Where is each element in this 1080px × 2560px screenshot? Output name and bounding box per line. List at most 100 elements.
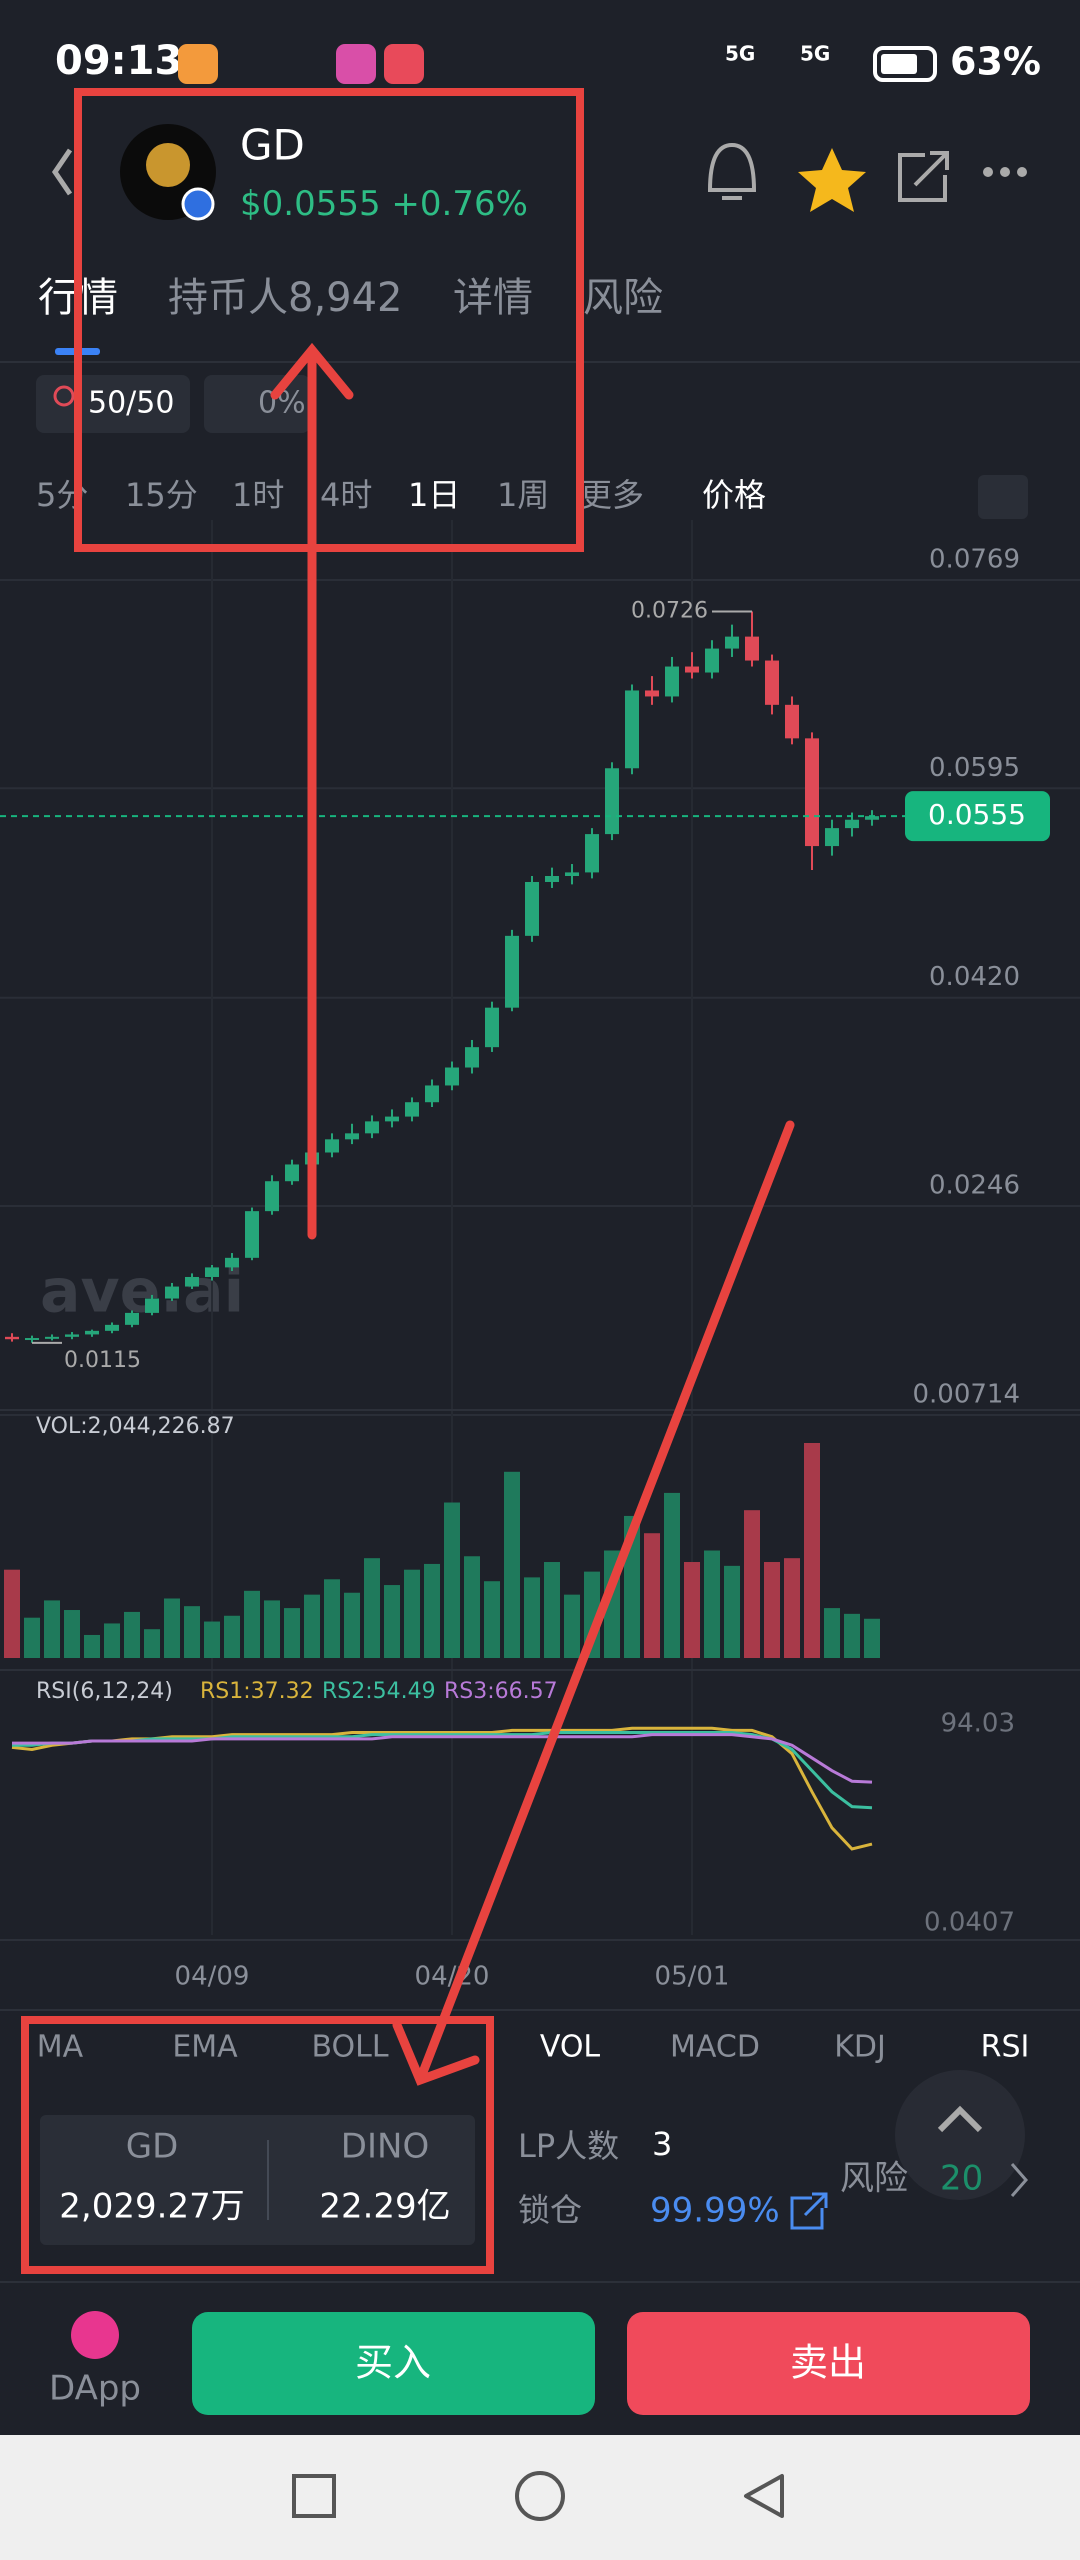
legend-entry: RS3:66.57 <box>444 1679 558 1704</box>
dapp-icon[interactable] <box>71 2311 119 2359</box>
candle-body <box>85 1330 99 1335</box>
nav-bar <box>0 2435 1080 2560</box>
settings-icon[interactable] <box>978 475 1028 519</box>
interval[interactable]: 15分 <box>125 476 198 514</box>
share-icon[interactable] <box>898 151 949 202</box>
scroll-top-button[interactable] <box>895 2070 1025 2200</box>
interval[interactable]: 1时 <box>232 476 284 514</box>
rsi-line <box>12 1733 873 1784</box>
candle-body <box>105 1324 119 1331</box>
volume-bar <box>524 1577 540 1658</box>
volume-bar <box>264 1600 280 1658</box>
volume-bar <box>644 1533 660 1658</box>
volume-bar <box>864 1618 880 1658</box>
buy-label[interactable]: 买入 <box>355 2341 431 2385</box>
indicator-tab[interactable]: RSI <box>981 2030 1030 2065</box>
interval[interactable]: 价格 <box>702 476 766 514</box>
badge-text: 50/50 <box>88 386 174 421</box>
more-icon[interactable] <box>983 167 1027 177</box>
y-tick-label: 0.0246 <box>929 1171 1020 1201</box>
nav-recent[interactable] <box>292 2474 336 2518</box>
candle-body <box>865 816 879 820</box>
battery: 63% <box>950 40 1041 84</box>
volume-bar <box>4 1569 20 1658</box>
indicator-tabs: MA EMA BOLL VOL MACD KDJ RSI <box>37 2030 1030 2065</box>
candle-body <box>185 1276 199 1287</box>
nav-back[interactable] <box>744 2474 784 2518</box>
volume-bar <box>664 1492 680 1658</box>
candle-body <box>165 1286 179 1299</box>
candle-body <box>685 666 699 673</box>
interval[interactable]: 更多 <box>580 476 644 514</box>
buy-button[interactable] <box>192 2312 595 2415</box>
candle-body <box>5 1336 19 1340</box>
candle-body <box>65 1334 79 1337</box>
pair-box <box>40 2115 475 2245</box>
volume-bar <box>544 1562 560 1658</box>
candle-body <box>345 1133 359 1140</box>
app-icon <box>384 44 424 84</box>
sell-label[interactable]: 卖出 <box>790 2341 866 2385</box>
bell-icon[interactable] <box>707 142 757 200</box>
y-tick-label: 0.0420 <box>929 962 1020 992</box>
volume-bar <box>724 1565 740 1658</box>
legend-entry: RS2:54.49 <box>322 1679 436 1704</box>
interval[interactable]: 1日 <box>408 476 460 514</box>
volume-bar <box>324 1579 340 1658</box>
risk-value: 20 <box>940 2159 983 2199</box>
indicator-tab[interactable]: VOL <box>540 2030 601 2065</box>
star-icon[interactable] <box>798 148 866 212</box>
tab[interactable]: 风险 <box>583 275 663 321</box>
pair-base: GD <box>126 2127 179 2167</box>
volume-bar <box>164 1598 180 1658</box>
candle-body <box>125 1312 139 1325</box>
candle-body <box>445 1067 459 1086</box>
interval[interactable]: 4时 <box>320 476 372 514</box>
indicator-tab[interactable]: KDJ <box>834 2030 886 2065</box>
candle-body <box>45 1336 59 1339</box>
annotation-arrow <box>392 1120 795 2086</box>
candle-body <box>605 768 619 835</box>
annotation-box <box>21 2016 494 2274</box>
candle-body <box>225 1257 239 1268</box>
indicator-tab[interactable]: EMA <box>172 2030 238 2065</box>
low-label: 0.0115 <box>64 1348 141 1373</box>
candle-body <box>505 935 519 1008</box>
indicator-tab[interactable]: BOLL <box>311 2030 388 2065</box>
nav-home[interactable] <box>515 2471 565 2521</box>
volume-bar <box>684 1562 700 1658</box>
y-tick-label: 94.03 <box>941 1709 1015 1739</box>
chevron[interactable] <box>1010 2163 1028 2197</box>
candle-body <box>565 872 579 876</box>
interval[interactable]: 1周 <box>497 476 549 514</box>
sell-button[interactable] <box>627 2312 1030 2415</box>
candle-body <box>25 1338 39 1341</box>
scroll-top-icon <box>937 2105 983 2133</box>
rsi-label: RSI(6,12,24) <box>36 1679 173 1704</box>
y-tick-label: 0.0769 <box>929 545 1020 575</box>
tab[interactable]: 详情 <box>453 275 533 321</box>
volume-bar <box>224 1615 240 1658</box>
lock-value[interactable]: 99.99% <box>650 2191 780 2231</box>
candle-body <box>265 1181 279 1212</box>
external-link[interactable] <box>790 2192 828 2230</box>
candle-body <box>785 704 799 739</box>
indicator-tab[interactable]: MACD <box>670 2030 760 2065</box>
candle-body <box>725 636 739 649</box>
candle-body <box>205 1267 219 1277</box>
candle-body <box>285 1164 299 1182</box>
watermark: ave.ai <box>40 1257 244 1327</box>
y-tick-label: 0.00714 <box>912 1380 1020 1410</box>
indicator-tab[interactable]: MA <box>37 2030 84 2065</box>
token-price: $0.0555 +0.76% <box>240 184 528 224</box>
volume-bar <box>384 1585 400 1658</box>
tab[interactable]: 持币人8,942 <box>168 275 403 321</box>
token-symbol: GD <box>240 121 305 170</box>
volume-bar <box>24 1617 40 1658</box>
x-tick-label: 04/09 <box>175 1962 250 1992</box>
candle-body <box>585 834 599 873</box>
back-button[interactable] <box>51 148 73 196</box>
volume-bar <box>144 1629 160 1658</box>
dapp-label[interactable]: DApp <box>49 2369 141 2409</box>
